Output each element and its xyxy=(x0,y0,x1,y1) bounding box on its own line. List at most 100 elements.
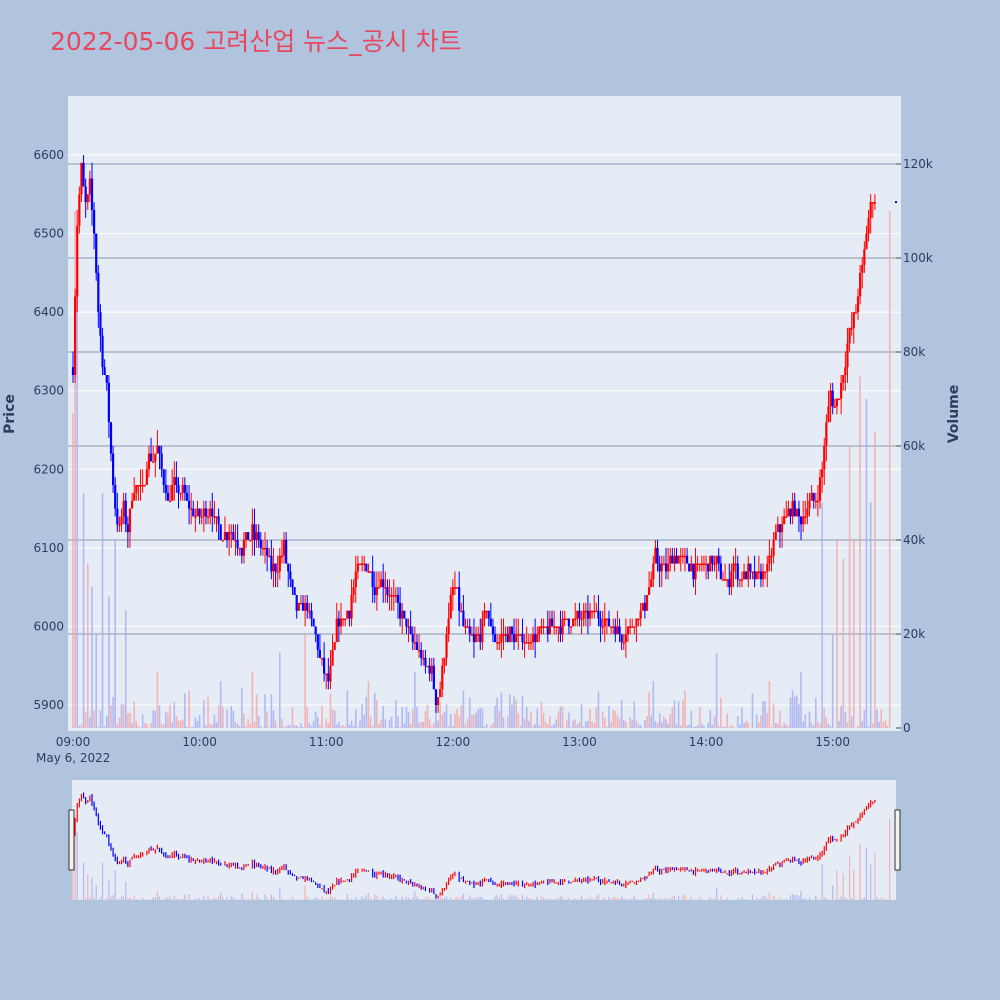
candle-body xyxy=(276,571,279,573)
main-plot-area[interactable] xyxy=(68,96,901,731)
candle-body xyxy=(515,634,518,643)
candle-body xyxy=(415,642,419,650)
volume-bar xyxy=(665,719,667,728)
volume-bar xyxy=(152,710,154,728)
slider-volume-bar xyxy=(773,896,775,900)
candle-body xyxy=(553,626,556,628)
candle-body xyxy=(137,485,140,487)
volume-bar xyxy=(304,634,306,728)
slider-volume-bar xyxy=(243,897,245,900)
candle-body xyxy=(93,210,96,234)
candle-body xyxy=(133,492,136,501)
candle-body xyxy=(837,398,841,401)
volume-bar xyxy=(684,690,686,728)
candle-body xyxy=(166,492,170,501)
slider-volume-bar xyxy=(644,898,646,900)
slider-volume-bar xyxy=(496,895,498,900)
slider-volume-bar xyxy=(220,892,222,900)
candle-body xyxy=(650,579,653,588)
slider-volume-bar xyxy=(707,899,709,900)
volume-bar xyxy=(779,710,781,728)
volume-bar xyxy=(846,722,849,728)
candle-body xyxy=(90,178,94,210)
slider-volume-bar xyxy=(521,894,524,900)
volume-bar xyxy=(131,723,133,728)
candle-body xyxy=(595,610,598,613)
candle-body xyxy=(850,327,853,330)
slider-volume-bar xyxy=(777,899,779,900)
candle-body xyxy=(728,579,731,588)
candle-body xyxy=(130,500,134,509)
slider-volume-bar xyxy=(851,898,853,900)
volume-bar xyxy=(804,714,807,728)
slider-volume-bar xyxy=(460,896,462,900)
slider-volume-bar xyxy=(403,899,405,900)
candle-body xyxy=(780,524,784,533)
candle-body xyxy=(787,508,790,517)
range-slider-handle-right[interactable] xyxy=(894,809,901,871)
candle-body xyxy=(472,634,476,643)
volume-bar xyxy=(829,726,832,728)
slider-volume-bar xyxy=(74,818,76,900)
volume-bar xyxy=(663,716,665,728)
volume-bar xyxy=(319,725,321,728)
candle-body xyxy=(158,445,161,454)
time-axis: 09:00 10:00 11:00 12:00 13:00 14:00 15:00 xyxy=(56,735,850,749)
volume-bar xyxy=(234,722,237,728)
candle-body xyxy=(502,634,505,636)
slider-volume-bar xyxy=(142,897,144,900)
volume-bar xyxy=(388,719,391,728)
candle-body xyxy=(285,540,288,564)
slider-volume-bar xyxy=(614,897,616,900)
volume-bar xyxy=(274,720,277,728)
candle-body xyxy=(688,563,691,572)
candle-body xyxy=(713,563,716,566)
candle-body xyxy=(759,571,763,580)
slider-volume-bar xyxy=(669,897,671,900)
slider-volume-bar xyxy=(654,898,657,900)
volume-bar xyxy=(184,693,186,728)
range-slider-handle-left[interactable] xyxy=(68,809,75,871)
slider-volume-bar xyxy=(536,896,538,900)
volume-tick-label: 40k xyxy=(903,533,925,547)
candle-body xyxy=(458,587,461,611)
slider-volume-bar xyxy=(416,896,418,900)
volume-bar xyxy=(143,723,146,728)
candle-body xyxy=(757,571,760,573)
volume-bar xyxy=(850,716,853,728)
candle-body xyxy=(561,618,564,635)
slider-volume-bar xyxy=(783,899,785,900)
volume-bar xyxy=(257,715,260,728)
slider-volume-bar xyxy=(334,897,336,900)
volume-bar xyxy=(568,712,570,728)
slider-volume-bar xyxy=(659,897,661,900)
candle-body xyxy=(124,500,127,525)
volume-bar xyxy=(745,720,747,728)
slider-volume-bar xyxy=(513,895,515,900)
volume-bar xyxy=(711,724,714,728)
slider-volume-bar xyxy=(369,898,372,900)
slider-volume-bar xyxy=(237,899,239,900)
candle-body xyxy=(658,563,661,572)
slider-volume-bar xyxy=(184,894,186,900)
volume-bar xyxy=(293,725,296,728)
volume-bar xyxy=(679,725,682,728)
candle-body xyxy=(160,453,163,470)
volume-bar xyxy=(196,720,199,728)
slider-volume-bar xyxy=(616,897,619,900)
volume-bar xyxy=(861,720,864,728)
volume-bar xyxy=(777,723,779,728)
candle-body xyxy=(278,555,281,572)
volume-bar xyxy=(99,710,102,728)
volume-bar xyxy=(194,717,197,728)
volume-bar xyxy=(867,726,870,728)
candle-body xyxy=(255,532,258,540)
volume-bar xyxy=(574,719,577,728)
slider-volume-bar xyxy=(794,895,796,900)
volume-bar xyxy=(755,714,758,728)
volume-bar xyxy=(831,634,834,728)
slider-volume-bar xyxy=(308,899,310,900)
volume-bar xyxy=(74,211,76,728)
candle-body xyxy=(371,571,374,588)
